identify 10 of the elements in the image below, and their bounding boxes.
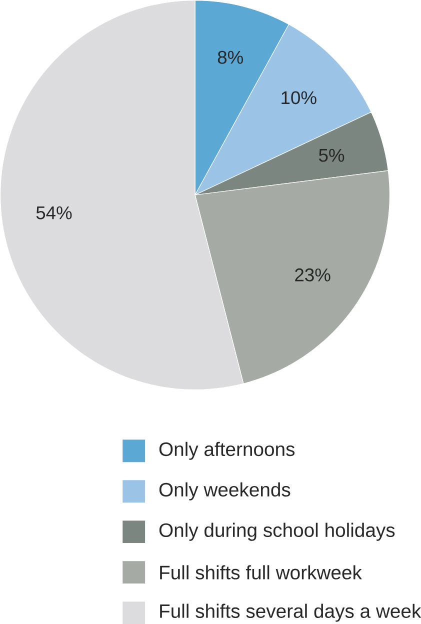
data-label: 54%	[36, 206, 72, 220]
legend-label: Only weekends	[159, 482, 290, 500]
data-label: 8%	[218, 50, 243, 64]
data-label: 10%	[282, 91, 316, 104]
legend-label: Full shifts full workweek	[160, 565, 362, 580]
data-label: 23%	[295, 268, 330, 282]
legend-label: Only afternoons	[159, 442, 294, 460]
legend-label: Full shifts several days a week	[160, 604, 421, 622]
data-label: 5%	[318, 148, 344, 162]
legend-label: Only during school holidays	[159, 522, 395, 541]
